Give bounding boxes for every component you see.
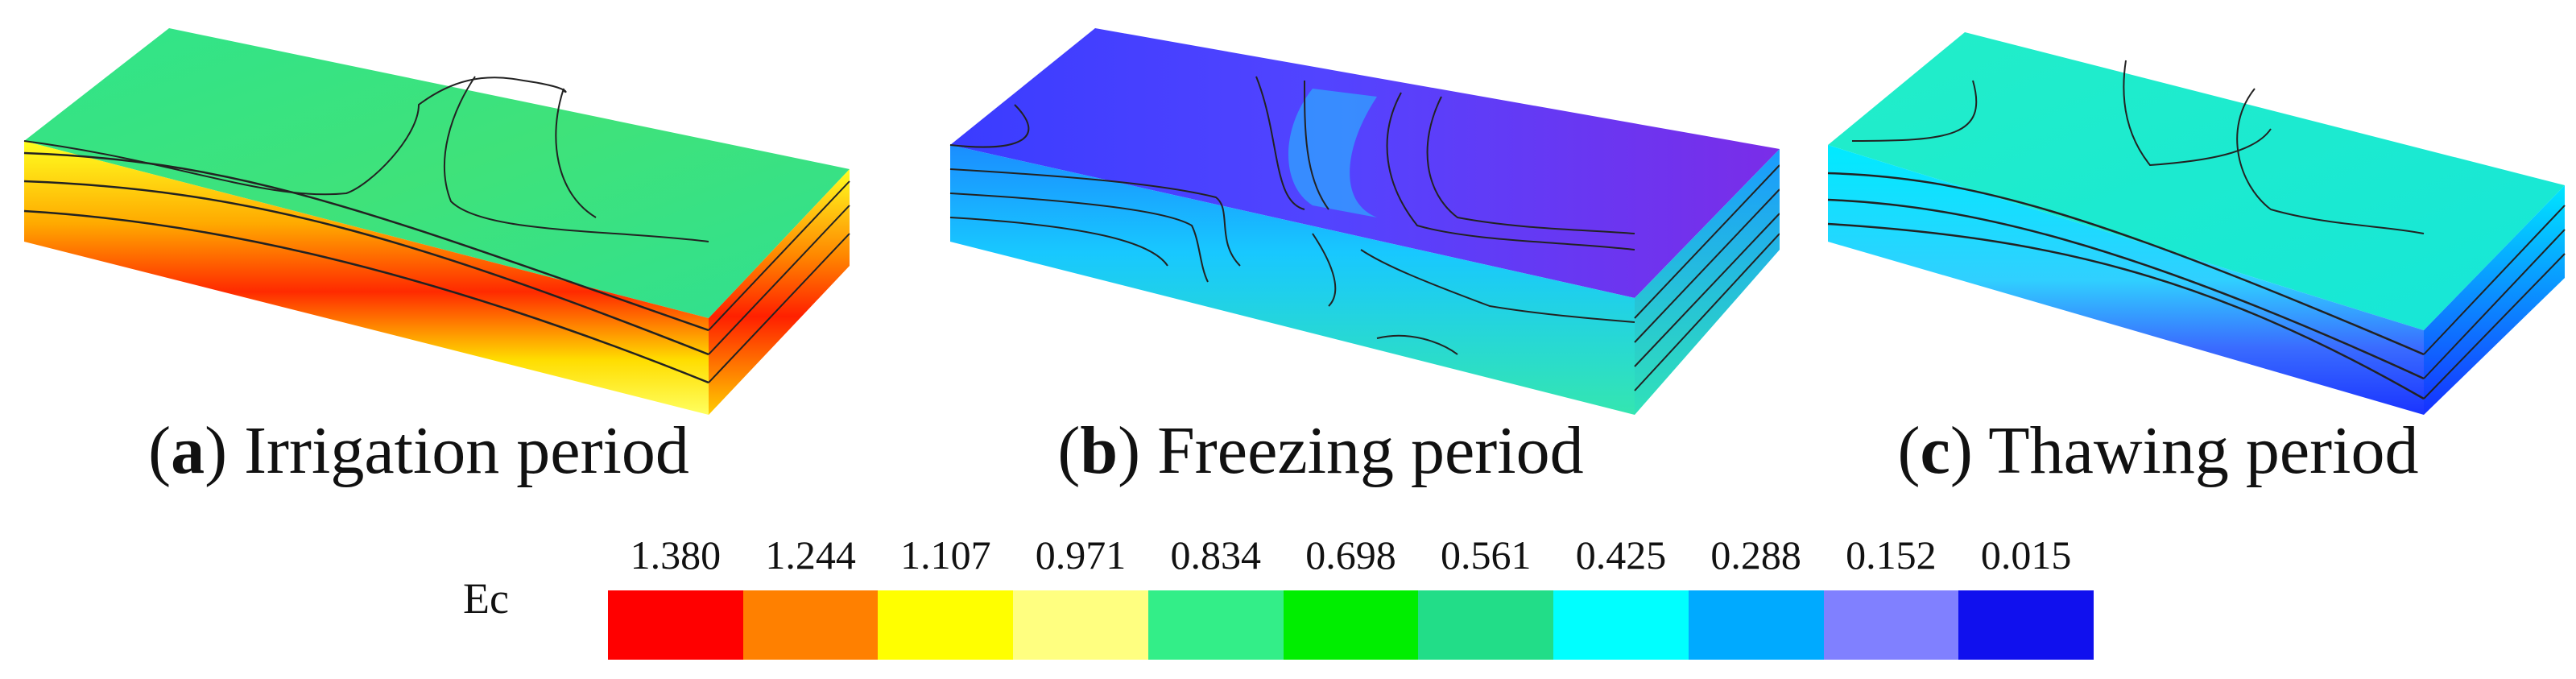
legend-tick-label: 0.561 (1440, 532, 1532, 578)
legend-swatch (1418, 590, 1554, 660)
thawing-block (1827, 32, 2566, 415)
legend-tick-label: 0.698 (1305, 532, 1396, 578)
front-face (950, 145, 1635, 415)
legend-color-bar (608, 590, 2094, 660)
legend-tick-label: 0.288 (1710, 532, 1801, 578)
caption-letter: c (1920, 413, 1950, 488)
caption-title: Thawing period (1988, 413, 2419, 488)
legend-swatch (1553, 590, 1689, 660)
irrigation-block (23, 28, 850, 415)
legend-tick-label: 1.380 (630, 532, 722, 578)
top-face (24, 28, 850, 318)
legend-tick-label: 0.015 (1980, 532, 2072, 578)
front-face (1828, 145, 2424, 415)
caption-irrigation: (a) Irrigation period (148, 413, 689, 488)
legend-tick-label: 0.971 (1035, 532, 1127, 578)
legend-swatch (1283, 590, 1419, 660)
legend-tick-label: 1.244 (765, 532, 856, 578)
caption-title: Irrigation period (244, 413, 689, 488)
caption-title: Freezing period (1157, 413, 1584, 488)
legend-swatch (1147, 590, 1284, 660)
panel-freezing (926, 0, 1780, 419)
legend-swatch (878, 590, 1014, 660)
side-face (1635, 149, 1780, 415)
front-face (24, 141, 709, 415)
legend-tick-label: 0.834 (1170, 532, 1262, 578)
legend-tick-label: 0.425 (1575, 532, 1667, 578)
top-face (1828, 32, 2565, 330)
legend-label: Ec (463, 574, 509, 623)
legend-swatch (1823, 590, 1959, 660)
caption-thawing: (c) Thawing period (1897, 413, 2419, 488)
legend-swatch (1013, 590, 1148, 660)
legend-tick-label: 1.107 (900, 532, 991, 578)
legend-swatch (608, 590, 743, 660)
side-face (709, 169, 850, 415)
legend-tick-label: 0.152 (1846, 532, 1937, 578)
legend-swatch (1688, 590, 1824, 660)
caption-letter: a (171, 413, 205, 488)
legend-swatch (1958, 590, 2094, 660)
legend-swatch (742, 590, 879, 660)
freezing-block (949, 28, 1780, 415)
caption-freezing: (b) Freezing period (1057, 413, 1584, 488)
panel-thawing (1804, 0, 2576, 419)
panel-irrigation (0, 0, 854, 419)
caption-letter: b (1080, 413, 1118, 488)
